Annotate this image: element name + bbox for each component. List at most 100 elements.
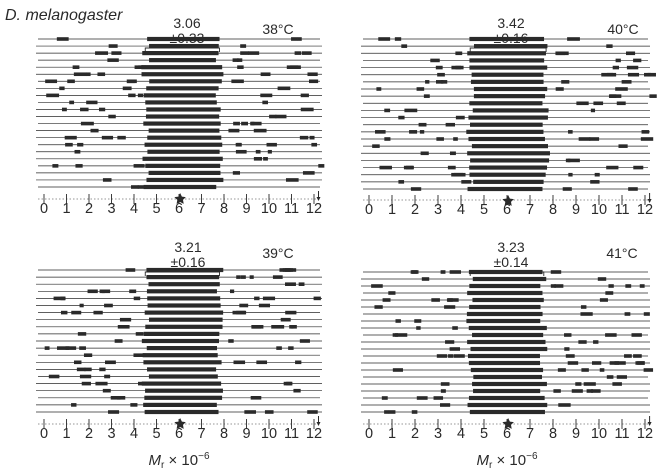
eye-segment	[599, 298, 608, 302]
eye-segment	[302, 171, 315, 175]
eye-segment	[266, 142, 277, 147]
eye-segment	[449, 347, 461, 351]
replicating-segment	[468, 395, 545, 401]
mean-value: 3.23	[497, 239, 524, 255]
eye-segment	[581, 368, 589, 372]
eye-segment	[371, 284, 383, 288]
replicating-segment	[146, 275, 220, 280]
eye-segment	[69, 100, 75, 105]
x-tick-label: 2	[411, 426, 419, 442]
eye-segment	[133, 353, 146, 357]
replicating-segment	[144, 142, 223, 147]
replicating-segment	[149, 79, 222, 84]
eye-segment	[640, 137, 654, 141]
panels-group: 38°C3.06±0.33012345678910111240°C3.42±0.…	[36, 15, 657, 470]
eye-segment	[631, 333, 642, 337]
replicating-segment	[467, 51, 546, 56]
eye-segment	[137, 93, 144, 98]
eye-segment	[599, 368, 605, 372]
eye-segment	[75, 164, 83, 168]
eye-segment	[79, 346, 86, 350]
replicating-segment	[147, 149, 220, 154]
eye-segment	[250, 396, 262, 400]
eye-segment	[297, 37, 302, 41]
eye-segment	[79, 303, 84, 308]
replicating-segment	[467, 151, 550, 156]
replicating-segment	[148, 170, 221, 176]
replicating-segment	[471, 144, 548, 149]
x-tick-label: 0	[365, 426, 373, 442]
replicating-segment	[467, 402, 548, 408]
eye-segment	[125, 268, 136, 272]
x-tick-label: 9	[242, 426, 250, 442]
x-tick-label: 5	[152, 201, 160, 217]
replicating-segment	[145, 324, 223, 329]
x-tick-label: 6	[503, 202, 511, 218]
eye-segment	[131, 185, 139, 189]
eye-segment	[275, 114, 287, 119]
eye-segment	[255, 149, 261, 154]
eye-segment	[461, 180, 472, 184]
replicating-segment	[470, 367, 544, 373]
eye-segment	[60, 310, 68, 315]
eye-segment	[52, 164, 59, 168]
replicating-segment	[473, 388, 541, 394]
eye-segment	[633, 165, 644, 170]
eye-segment	[615, 87, 628, 91]
x-tick-label: 10	[261, 426, 277, 442]
eye-segment	[248, 51, 260, 55]
eye-segment	[416, 396, 428, 400]
replicating-segment	[473, 94, 546, 99]
eye-segment	[318, 164, 325, 168]
eye-segment	[567, 361, 579, 365]
eye-segment	[237, 65, 244, 69]
eye-segment	[286, 381, 293, 386]
eye-segment	[117, 135, 126, 140]
eye-segment	[65, 346, 77, 350]
eye-segment	[440, 389, 446, 393]
eye-segment	[627, 72, 640, 77]
eye-segment	[262, 100, 269, 105]
eye-segment	[416, 326, 421, 330]
eye-segment	[295, 360, 302, 365]
eye-segment	[608, 284, 614, 288]
replicating-segment	[141, 338, 219, 344]
eye-segment	[56, 37, 69, 41]
eye-segment	[254, 296, 260, 301]
eye-segment	[301, 51, 312, 55]
replicating-segment	[470, 158, 550, 163]
eye-segment	[101, 289, 111, 294]
replicating-segment	[149, 58, 216, 63]
eye-segment	[605, 333, 617, 337]
eye-segment	[378, 37, 391, 41]
eye-segment	[578, 137, 591, 141]
replicating-segment	[469, 165, 548, 170]
eye-segment	[453, 354, 465, 358]
eye-segment	[398, 115, 405, 120]
replicating-segment	[469, 58, 545, 63]
eye-segment	[285, 310, 297, 315]
x-tick-label: 9	[242, 201, 250, 217]
eye-segment	[277, 86, 291, 91]
eye-segment	[440, 403, 451, 407]
eye-segment	[81, 381, 91, 386]
eye-segment	[621, 80, 632, 84]
replicating-segment	[145, 388, 223, 393]
x-tick-label: 7	[526, 426, 534, 442]
eye-segment	[635, 361, 645, 365]
replicating-segment	[147, 303, 221, 308]
temperature-label: 38°C	[262, 21, 293, 37]
replicating-segment	[142, 50, 219, 56]
eye-segment	[606, 165, 619, 170]
eye-segment	[71, 310, 82, 315]
eye-segment	[376, 87, 382, 91]
replicating-segment	[141, 65, 223, 70]
replicating-segment	[473, 179, 544, 184]
eye-segment	[293, 388, 301, 393]
eye-segment	[299, 339, 310, 343]
eye-segment	[309, 135, 315, 140]
x-tick-label: 2	[411, 202, 419, 218]
eye-segment	[251, 121, 262, 126]
eye-segment	[421, 277, 430, 281]
